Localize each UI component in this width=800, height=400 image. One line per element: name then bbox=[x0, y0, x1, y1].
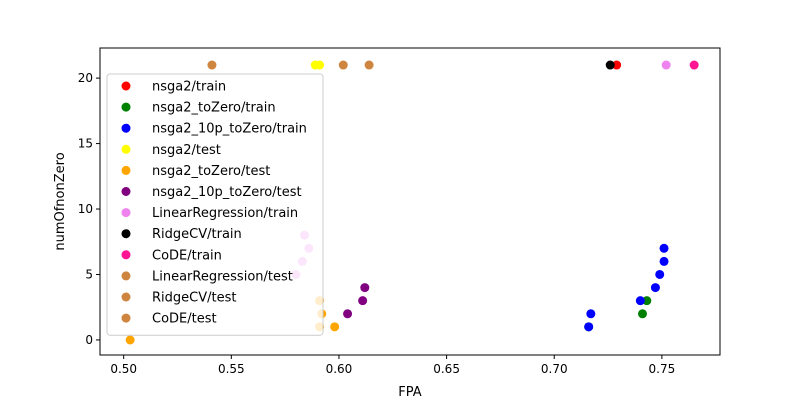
legend-entry: CoDE/train bbox=[121, 248, 222, 263]
x-axis-label: FPA bbox=[398, 385, 421, 400]
legend-label: LinearRegression/test bbox=[152, 269, 293, 284]
data-point bbox=[689, 60, 699, 70]
data-point bbox=[661, 60, 671, 70]
data-point bbox=[659, 243, 669, 253]
legend-marker bbox=[121, 102, 131, 112]
data-points bbox=[125, 60, 699, 345]
legend-marker bbox=[121, 123, 131, 133]
legend-label: nsga2_10p_toZero/train bbox=[152, 122, 307, 137]
legend-label: nsga2/test bbox=[152, 143, 221, 158]
legend-entry: RidgeCV/train bbox=[121, 227, 242, 242]
legend-entry: nsga2_toZero/train bbox=[121, 101, 276, 116]
data-point bbox=[330, 322, 340, 332]
legend-entry: nsga2_toZero/test bbox=[121, 164, 270, 179]
data-point bbox=[364, 60, 374, 70]
y-tick-label: 15 bbox=[78, 137, 93, 151]
series-5 bbox=[343, 283, 370, 319]
y-axis-ticks: 0 5 10 15 20 bbox=[78, 71, 100, 347]
legend-label: RidgeCV/train bbox=[152, 227, 242, 242]
series-7 bbox=[605, 60, 615, 70]
data-point bbox=[638, 309, 647, 319]
legend-marker bbox=[121, 165, 131, 175]
data-point bbox=[360, 283, 370, 293]
data-point bbox=[655, 269, 665, 279]
legend-marker bbox=[121, 229, 131, 239]
legend-marker bbox=[121, 313, 131, 323]
series-3 bbox=[310, 60, 325, 70]
x-tick-label: 0.75 bbox=[649, 362, 676, 376]
data-point bbox=[338, 60, 348, 70]
legend: nsga2/train nsga2_toZero/train nsga2_10p_t… bbox=[106, 73, 324, 336]
y-axis-label: numOfnonZero bbox=[53, 152, 68, 250]
legend-marker bbox=[121, 292, 131, 302]
data-point bbox=[612, 60, 622, 70]
legend-entry: nsga2_10p_toZero/train bbox=[121, 122, 307, 137]
legend-entry: CoDE/test bbox=[121, 312, 217, 327]
x-tick-label: 0.65 bbox=[433, 362, 460, 376]
legend-entry: nsga2/train bbox=[121, 80, 226, 95]
legend-label: nsga2_10p_toZero/test bbox=[152, 185, 302, 200]
x-tick-label: 0.50 bbox=[110, 362, 137, 376]
series-2 bbox=[584, 243, 669, 332]
legend-entry: nsga2/test bbox=[121, 143, 221, 158]
data-point bbox=[584, 322, 594, 332]
legend-label: nsga2_toZero/test bbox=[152, 164, 270, 179]
x-axis-ticks: 0.50 0.55 0.60 0.65 0.70 0.75 bbox=[110, 355, 675, 376]
legend-marker bbox=[121, 81, 131, 91]
legend-entry: RidgeCV/test bbox=[121, 291, 236, 306]
y-tick-label: 5 bbox=[85, 267, 93, 281]
legend-marker bbox=[121, 144, 131, 154]
data-point bbox=[207, 60, 217, 70]
legend-entry: LinearRegression/train bbox=[121, 206, 298, 221]
x-tick-label: 0.60 bbox=[326, 362, 353, 376]
legend-entry: nsga2_10p_toZero/test bbox=[121, 185, 302, 200]
data-point bbox=[586, 309, 596, 319]
legend-label: CoDE/train bbox=[152, 248, 222, 263]
data-point bbox=[642, 296, 652, 306]
data-point bbox=[635, 296, 645, 306]
plot-frame bbox=[99, 47, 721, 356]
data-point bbox=[125, 335, 135, 345]
data-point bbox=[650, 283, 660, 293]
x-tick-label: 0.70 bbox=[541, 362, 568, 376]
legend-marker bbox=[121, 187, 131, 196]
data-point bbox=[605, 60, 615, 70]
legend-entry: LinearRegression/test bbox=[121, 269, 293, 284]
x-tick-label: 0.55 bbox=[218, 362, 245, 376]
legend-marker bbox=[121, 208, 131, 218]
series-8 bbox=[689, 60, 699, 70]
data-point bbox=[358, 296, 368, 306]
legend-label: LinearRegression/train bbox=[152, 206, 298, 221]
legend-label: CoDE/test bbox=[152, 312, 217, 327]
legend-label: nsga2_toZero/train bbox=[152, 101, 276, 116]
y-tick-label: 10 bbox=[78, 202, 93, 216]
data-point bbox=[315, 60, 325, 70]
series-9 bbox=[207, 60, 374, 70]
legend-box bbox=[106, 73, 324, 336]
data-point bbox=[343, 309, 353, 319]
data-point bbox=[659, 256, 669, 266]
series-0 bbox=[612, 60, 622, 70]
y-tick-label: 0 bbox=[85, 333, 93, 347]
y-tick-label: 20 bbox=[78, 71, 93, 85]
legend-label: nsga2/train bbox=[152, 80, 226, 95]
legend-marker bbox=[121, 250, 131, 260]
legend-marker bbox=[121, 271, 131, 281]
legend-label: RidgeCV/test bbox=[152, 291, 236, 306]
